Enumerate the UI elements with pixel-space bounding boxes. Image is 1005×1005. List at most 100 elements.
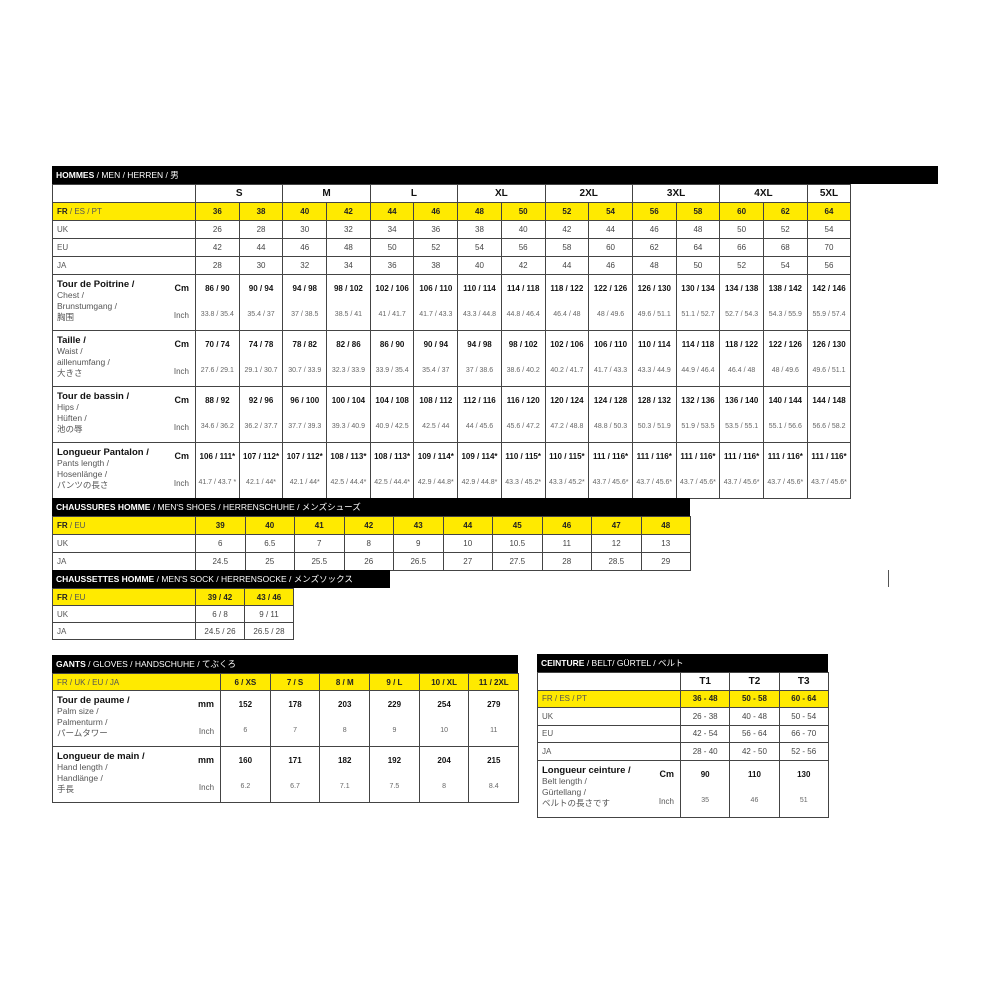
measurement-inch-value: 42.5 / 44 (422, 423, 450, 430)
row-value: 46 (588, 256, 633, 275)
measurement-cell: 111 / 116* 43.7 / 45.6* (762, 442, 808, 499)
measurement-primary-value: 100 / 104 (331, 396, 366, 405)
row-value: 7 (294, 534, 345, 553)
size-grid: FR / EU 39 40 41 42 43 44 45 46 47 48 UK 6 6.5 7 8 9 10 10… (52, 516, 691, 571)
measurement-primary-value: 178 (288, 700, 302, 709)
unit-primary: mm (198, 755, 215, 765)
measurement-inch-value: 9 (392, 727, 397, 734)
measurement-cell: 114 / 118 44.8 / 46.4 (500, 274, 546, 331)
section-title-bar: HOMMES / MEN / HERREN / 男 (52, 166, 938, 184)
size-label: T2 (729, 672, 780, 691)
measurement-inch-value: 43.3 / 44.8 (462, 311, 497, 318)
unit-primary: Cm (659, 768, 674, 779)
measurement-primary-value: 90 (700, 769, 710, 779)
measurement-cell: 86 / 90 33.8 / 35.4 (195, 274, 240, 331)
measurement-translation: aillenumfang / (57, 357, 110, 367)
row-value: 32 (326, 220, 371, 239)
measurement-units: Cm Inch (165, 386, 196, 443)
measurement-inch-value: 39.3 / 40.9 (331, 423, 365, 430)
measurement-cell: 86 / 90 33.9 / 35.4 (369, 330, 415, 387)
measurement-primary-value: 130 (797, 769, 811, 779)
fr-size-cell: 62 (762, 202, 808, 221)
measurement-inch-value: 53.5 / 55.1 (725, 423, 759, 430)
fr-label-rest: FR / ES / PT (542, 694, 587, 704)
size-label: L (369, 184, 459, 203)
measurement-cell: 128 / 132 50.3 / 51.9 (631, 386, 677, 443)
measurement-inch-value: 42.5 / 44.4* (330, 479, 367, 486)
measurement-cell: 120 / 124 47.2 / 48.8 (544, 386, 590, 443)
measurement-cell: 124 / 128 48.8 / 50.3 (588, 386, 633, 443)
row-value: 50 - 54 (778, 707, 829, 726)
measurement-cell: 90 35 (679, 759, 731, 818)
measurement-inch-value: 42.9 / 44.8* (461, 479, 498, 486)
measurement-cell: 138 / 142 54.3 / 55.9 (762, 274, 808, 331)
measurement-primary-value: 111 / 116* (680, 452, 716, 461)
measurement-primary-value: 124 / 128 (593, 396, 628, 405)
row-value: 10.5 (492, 534, 543, 553)
measurement-cell: 192 7.5 (369, 746, 420, 803)
size-grid: T1 T2 T3 FR / ES / PT 36 - 48 50 - 58 60 - 64 U… (537, 672, 829, 818)
row-value: 27 (442, 552, 493, 571)
section-title-bar: CHAUSSETTES HOMME / MEN'S SOCK / HERRENS… (52, 570, 390, 588)
measurement-cell: 82 / 86 32.3 / 33.9 (326, 330, 371, 387)
row-value: 54 (762, 256, 808, 275)
section-title-bar: CEINTURE / BELT/ GÜRTEL / ベルト (537, 654, 828, 672)
measurement-primary-value: 108 / 113* (330, 452, 367, 461)
measurement-inch-value: 52.7 / 54.3 (725, 311, 759, 318)
measurement-row: Tour de paume / Palm size / Palmenturm / パー… (52, 690, 520, 747)
measurement-inch-value: 51.9 / 53.5 (681, 423, 715, 430)
measurement-cell: 96 / 100 37.7 / 39.3 (282, 386, 328, 443)
measurement-inch-value: 6.7 (290, 783, 300, 790)
measurement-inch-value: 6.2 (240, 783, 251, 790)
fr-label-rest: / EU (67, 592, 86, 602)
row-value: 52 (719, 256, 764, 275)
row-value: 9 / 11 (244, 605, 294, 623)
measurement-primary-value: 182 (338, 756, 352, 765)
section-title-bold: CHAUSSURES HOMME (56, 502, 151, 512)
measurement-primary-value: 138 / 142 (768, 284, 802, 293)
measurement-cell: 90 / 94 35.4 / 37 (238, 274, 284, 331)
measurement-cell: 108 / 113* 42.5 / 44.4* (369, 442, 415, 499)
measurement-primary-value: 192 (387, 756, 402, 765)
measurement-translation: 池の辱 (57, 424, 83, 434)
fr-size-cell: 60 (719, 202, 764, 221)
row-label: UK (52, 605, 196, 623)
measurement-primary-value: 107 / 112* (243, 452, 280, 461)
measurement-primary-value: 126 / 130 (812, 340, 846, 349)
row-value: 44 (238, 238, 284, 257)
conversion-row: JA 24.5 / 26 26.5 / 28 (52, 622, 294, 640)
measurement-translation: パームタワー (57, 728, 108, 738)
measurement-inch-value: 37.7 / 39.3 (288, 423, 322, 430)
row-value: 30 (282, 220, 328, 239)
measurement-cell: 100 / 104 39.3 / 40.9 (326, 386, 371, 443)
measurement-translation: Palmenturm / (57, 717, 108, 727)
row-value: 48 (631, 256, 677, 275)
measurement-inch-value: 43.7 / 45.6* (811, 479, 847, 486)
measurement-primary-value: 111 / 116* (592, 452, 629, 461)
row-value: 50 (675, 256, 721, 275)
measurement-cell: 109 / 114* 42.9 / 44.8* (457, 442, 502, 499)
fr-label-rest: FR / UK / EU / JA (57, 677, 120, 687)
section-title-bar: GANTS / GLOVES / HANDSCHUHE / てぶくろ (52, 655, 518, 673)
measurement-cell: 102 / 106 41 / 41.7 (369, 274, 415, 331)
measurement-inch-value: 43.3 / 44.9 (637, 367, 671, 374)
measurement-primary-value: 122 / 126 (593, 284, 628, 293)
measurement-inch-value: 43.7 / 45.6* (767, 479, 804, 486)
measurement-translation: Hüften / (57, 413, 87, 423)
fr-label-rest: / EU (67, 521, 86, 530)
fr-size-row: FR / EU 39 40 41 42 43 44 45 46 47 48 (52, 516, 691, 535)
unit-inch: Inch (173, 311, 189, 320)
measurement-cell: 98 / 102 38.5 / 41 (326, 274, 371, 331)
measurement-inch-value: 55.1 / 56.6 (768, 423, 802, 430)
unit-primary: Cm (174, 339, 189, 349)
unit-primary: Cm (174, 395, 189, 405)
measurement-inch-value: 48 / 49.6 (596, 311, 625, 318)
measurement-inch-value: 43.7 / 45.6* (592, 479, 629, 486)
measurement-inch-value: 38.5 / 41 (334, 311, 363, 318)
measurement-primary-value: 110 / 114 (463, 284, 496, 293)
size-label: 3XL (631, 184, 721, 203)
fr-row-label: FR / ES / PT (52, 202, 196, 221)
measurement-cell: 160 6.2 (220, 746, 271, 803)
measurement-inch-value: 43.3 / 45.2* (505, 479, 542, 486)
